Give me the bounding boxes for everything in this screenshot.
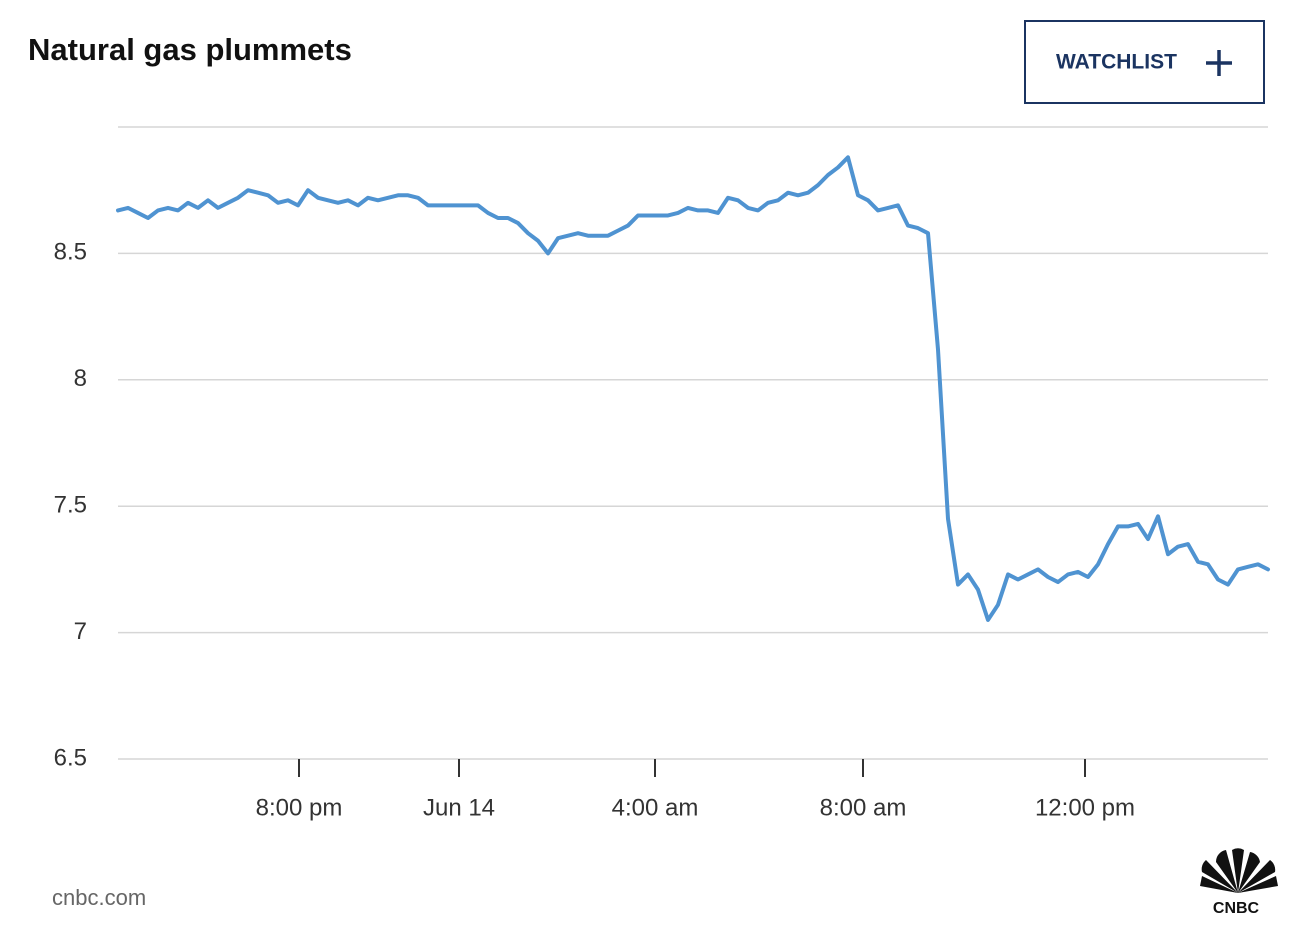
chart-title: Natural gas plummets xyxy=(28,32,352,67)
plus-icon[interactable] xyxy=(1206,50,1232,76)
price-line xyxy=(116,155,1270,622)
y-tick-label: 7 xyxy=(74,618,87,645)
cnbc-logo: CNBC xyxy=(1200,848,1278,917)
x-tick-label: 8:00 am xyxy=(820,794,907,821)
logo-peacock xyxy=(1200,848,1278,893)
y-tick-label: 8.5 xyxy=(54,239,87,266)
x-tick-label: 4:00 am xyxy=(612,794,699,821)
y-tick-label: 7.5 xyxy=(54,492,87,519)
logo-text: CNBC xyxy=(1213,900,1260,917)
source: cnbc.com xyxy=(52,885,146,910)
x-tick-label: Jun 14 xyxy=(423,794,495,821)
y-tick-label: 8 xyxy=(74,365,87,392)
watchlist-button[interactable]: WATCHLIST xyxy=(1024,20,1265,104)
button-label[interactable]: WATCHLIST xyxy=(1056,51,1177,74)
x-tick-label: 8:00 pm xyxy=(256,794,343,821)
x-tick-label: 12:00 pm xyxy=(1035,794,1135,821)
y-tick-label: 6.5 xyxy=(54,744,87,771)
